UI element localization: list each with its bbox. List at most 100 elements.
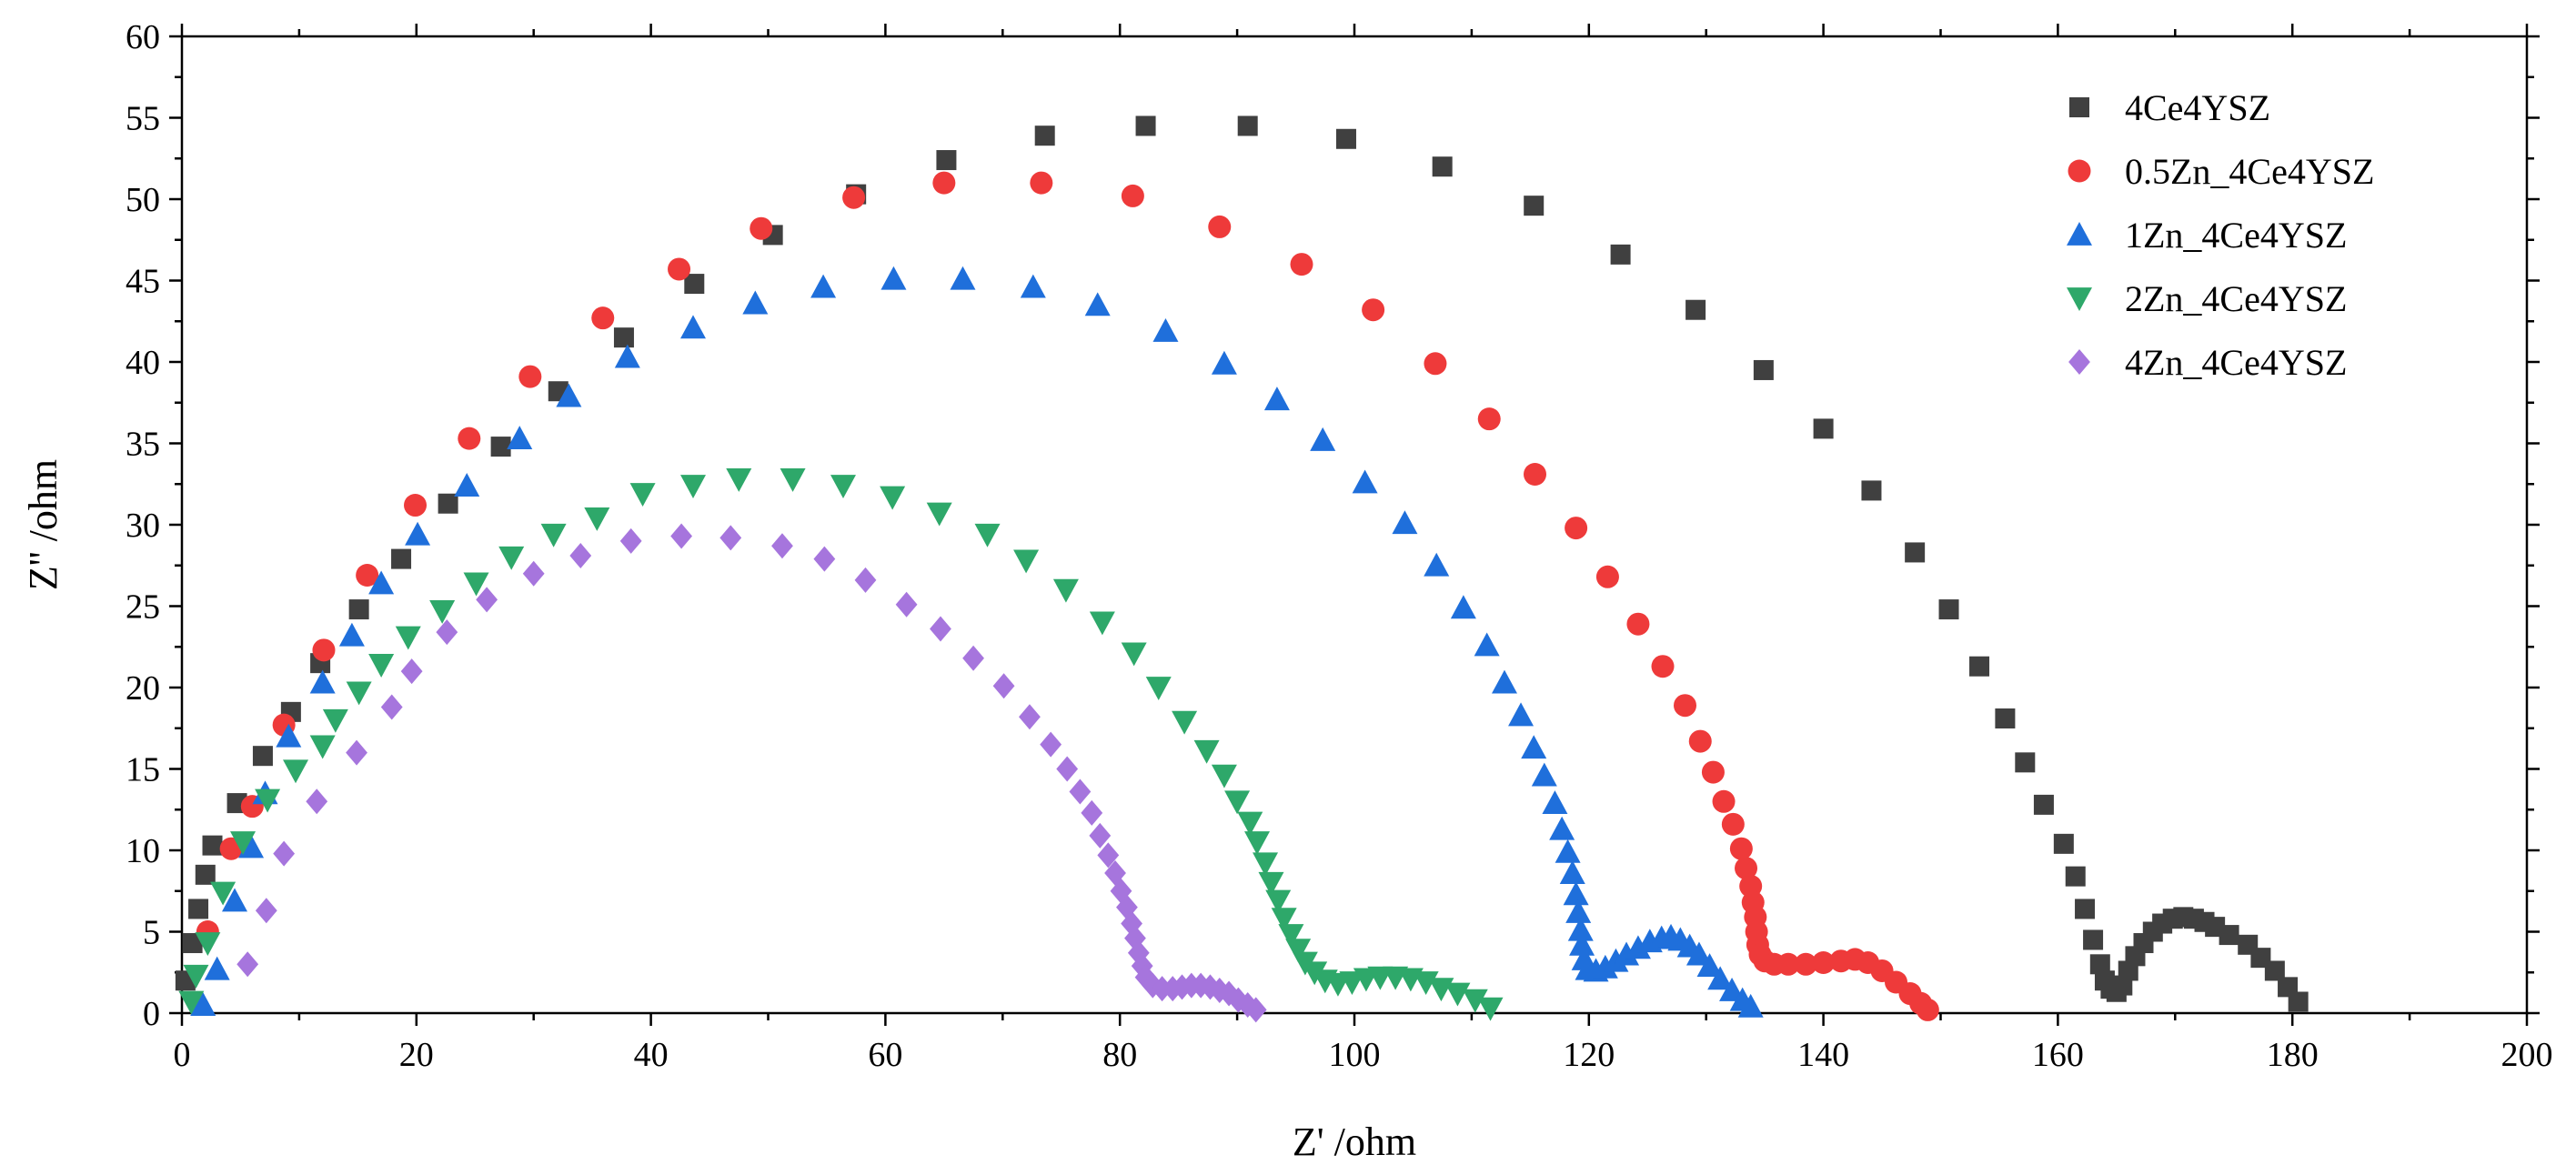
y-tick-label: 60 — [126, 18, 160, 56]
data-point — [1685, 941, 1712, 966]
data-point — [252, 746, 273, 767]
data-point — [1413, 971, 1439, 995]
data-point — [1707, 966, 1734, 990]
data-point — [1696, 953, 1723, 977]
data-point — [780, 467, 806, 492]
data-point — [1056, 756, 1079, 782]
data-point — [391, 548, 412, 569]
data-point — [1794, 952, 1817, 976]
data-point — [436, 619, 458, 646]
y-tick-label: 40 — [126, 344, 160, 382]
data-point — [1721, 812, 1745, 836]
legend-label: 2Zn_4Ce4YSZ — [2125, 278, 2347, 319]
data-point — [1019, 704, 1041, 730]
data-point — [2075, 899, 2096, 919]
data-point — [1392, 510, 1418, 535]
data-point — [1555, 839, 1581, 863]
data-point — [1253, 852, 1279, 877]
data-point — [1208, 977, 1231, 1003]
data-point — [1211, 764, 1237, 788]
data-point — [1084, 292, 1111, 316]
y-tick-label: 15 — [126, 751, 160, 789]
legend-marker — [2067, 287, 2092, 311]
data-point — [584, 507, 610, 531]
data-point — [1812, 951, 1836, 975]
data-point — [742, 290, 769, 315]
data-point — [1135, 115, 1156, 136]
data-point — [429, 599, 456, 624]
data-point — [1335, 128, 1356, 149]
y-tick-label: 5 — [143, 914, 160, 952]
data-point — [306, 788, 328, 815]
data-point — [1271, 908, 1297, 932]
data-point — [1592, 954, 1618, 979]
legend-label: 0.5Zn_4Ce4YSZ — [2125, 151, 2374, 192]
data-point — [1244, 831, 1271, 856]
data-point — [195, 932, 221, 957]
data-point — [1938, 599, 1959, 620]
data-point — [195, 864, 216, 885]
data-point — [1081, 799, 1103, 826]
data-point — [1474, 632, 1500, 657]
data-point — [273, 840, 296, 867]
data-point — [854, 567, 877, 593]
data-point — [1237, 811, 1263, 836]
legend-marker — [2069, 97, 2089, 117]
data-point — [1610, 244, 1631, 265]
data-point — [1104, 860, 1126, 887]
data-point — [1477, 407, 1501, 431]
data-point — [1508, 702, 1535, 727]
legend-marker — [2067, 222, 2092, 246]
data-point — [346, 681, 372, 706]
data-point — [368, 570, 395, 595]
data-point — [1729, 837, 1753, 860]
data-point — [1969, 656, 1990, 677]
data-point — [1013, 549, 1040, 574]
data-point — [1278, 924, 1304, 949]
data-point — [312, 638, 336, 662]
data-point — [222, 888, 248, 912]
data-point — [1916, 998, 1939, 1021]
data-point — [1265, 889, 1292, 914]
data-point — [1595, 565, 1619, 588]
data-point — [476, 587, 498, 613]
data-point — [1673, 694, 1696, 718]
series-2-points — [196, 171, 1939, 1021]
data-point — [1121, 642, 1147, 667]
data-point — [930, 616, 951, 642]
data-point — [190, 992, 216, 1016]
data-point — [1089, 611, 1115, 636]
data-point — [1776, 952, 1800, 976]
data-point — [1491, 669, 1517, 694]
data-point — [1813, 418, 1834, 439]
data-point — [880, 266, 907, 290]
data-point — [1424, 352, 1447, 376]
data-point — [490, 437, 511, 457]
y-tick-label: 30 — [126, 507, 160, 545]
data-point — [810, 274, 837, 298]
data-point — [255, 898, 277, 924]
x-tick-label: 140 — [1797, 1036, 1849, 1074]
data-point — [842, 186, 866, 209]
data-point — [1089, 822, 1112, 849]
x-tick-label: 0 — [174, 1036, 191, 1074]
data-point — [2288, 991, 2309, 1012]
data-point — [2053, 833, 2074, 854]
data-point — [230, 831, 257, 856]
data-point — [1565, 899, 1592, 923]
data-point — [750, 216, 773, 240]
y-tick-label: 35 — [126, 426, 160, 464]
data-point — [1224, 790, 1251, 815]
data-point — [1477, 997, 1504, 1021]
data-point — [1121, 910, 1142, 937]
x-tick-label: 80 — [1102, 1036, 1137, 1074]
data-point — [178, 990, 205, 1015]
data-point — [1020, 274, 1046, 298]
data-point — [1424, 552, 1450, 577]
data-point — [680, 315, 707, 339]
data-point — [932, 171, 956, 195]
data-point — [680, 475, 707, 499]
data-point — [309, 735, 336, 759]
series-3-points — [190, 266, 1764, 1018]
